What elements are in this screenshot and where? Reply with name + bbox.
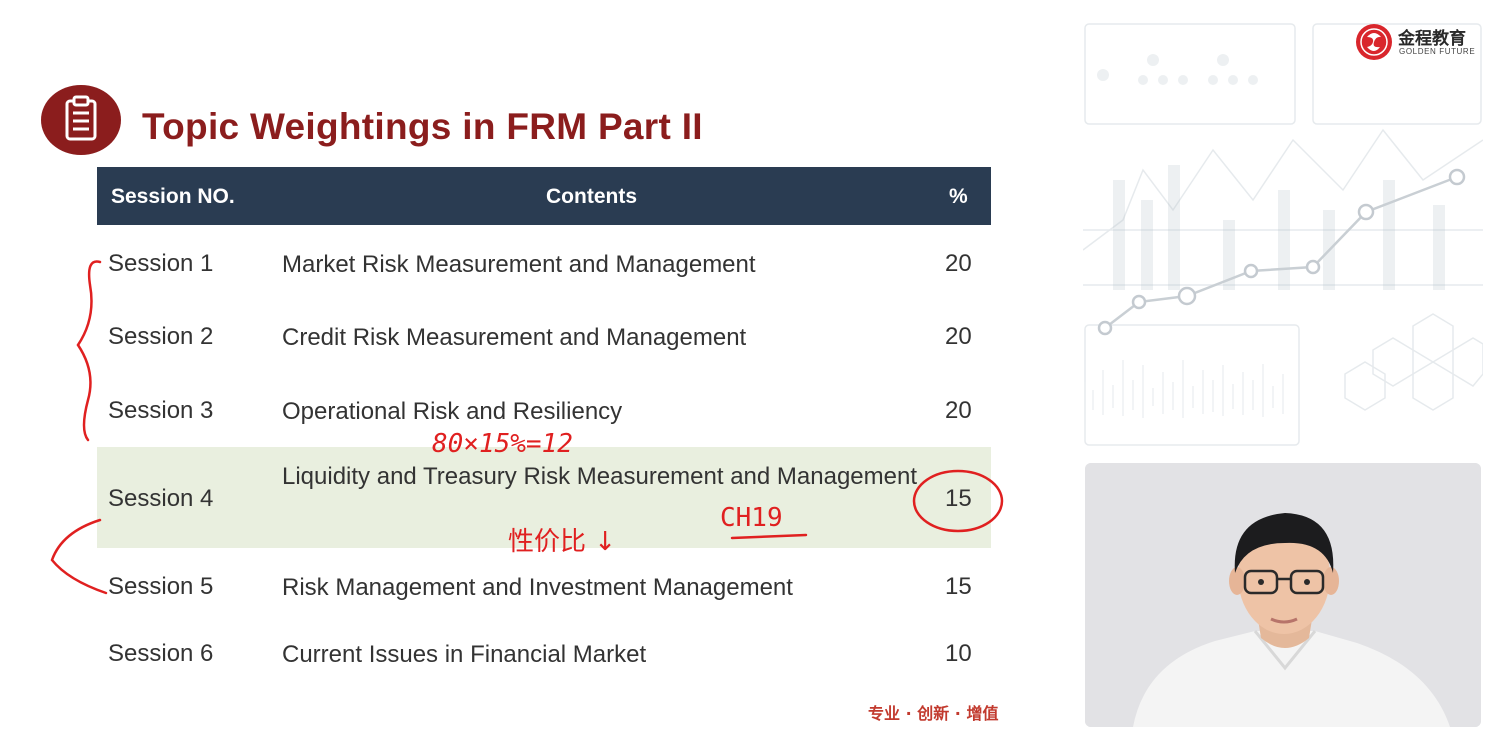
table-header: Session NO. Contents %: [97, 167, 991, 225]
row-contents: Liquidity and Treasury Risk Measurement …: [282, 463, 917, 490]
clipboard-icon: [41, 85, 121, 155]
row-session: Session 1: [108, 250, 214, 277]
table-row: Session 1 Market Risk Measurement and Ma…: [97, 250, 991, 280]
header-percent: %: [949, 185, 968, 208]
presenter-webcam: [1085, 463, 1481, 727]
row-percent: 15: [945, 485, 972, 512]
table-row: Session 2 Credit Risk Measurement and Ma…: [97, 323, 991, 353]
slogan: 专业 · 创新 · 增值: [868, 704, 999, 723]
row-session: Session 2: [108, 323, 214, 350]
row-contents: Risk Management and Investment Managemen…: [282, 574, 793, 601]
row-session: Session 3: [108, 397, 214, 424]
row-percent: 20: [945, 250, 972, 277]
row-session: Session 6: [108, 640, 214, 667]
table-row: Session 5 Risk Management and Investment…: [97, 573, 991, 603]
page-title: Topic Weightings in FRM Part II: [142, 106, 703, 147]
row-percent: 20: [945, 397, 972, 424]
header-contents: Contents: [546, 185, 637, 208]
logo-seal-icon: [1356, 24, 1392, 60]
logo-subtitle: GOLDEN FUTURE: [1399, 47, 1476, 56]
row-session: Session 4: [108, 485, 214, 512]
row-contents: Credit Risk Measurement and Management: [282, 324, 747, 351]
table-row: Session 6 Current Issues in Financial Ma…: [97, 640, 991, 670]
row-contents: Operational Risk and Resiliency: [282, 398, 623, 425]
presenter-image: [1085, 463, 1481, 727]
row-percent: 15: [945, 573, 972, 600]
logo-name: 金程教育: [1398, 29, 1466, 49]
infographic-background: [1083, 23, 1483, 446]
brand-logo: 金程教育 GOLDEN FUTURE: [1354, 22, 1489, 62]
table-row: Session 3 Operational Risk and Resilienc…: [97, 397, 991, 427]
row-contents: Market Risk Measurement and Management: [282, 251, 756, 278]
row-session: Session 5: [108, 573, 214, 600]
header-session: Session NO.: [111, 185, 235, 208]
table-row-highlighted: Session 4 Liquidity and Treasury Risk Me…: [97, 447, 991, 548]
row-contents: Current Issues in Financial Market: [282, 641, 647, 668]
row-percent: 10: [945, 640, 972, 667]
row-percent: 20: [945, 323, 972, 350]
